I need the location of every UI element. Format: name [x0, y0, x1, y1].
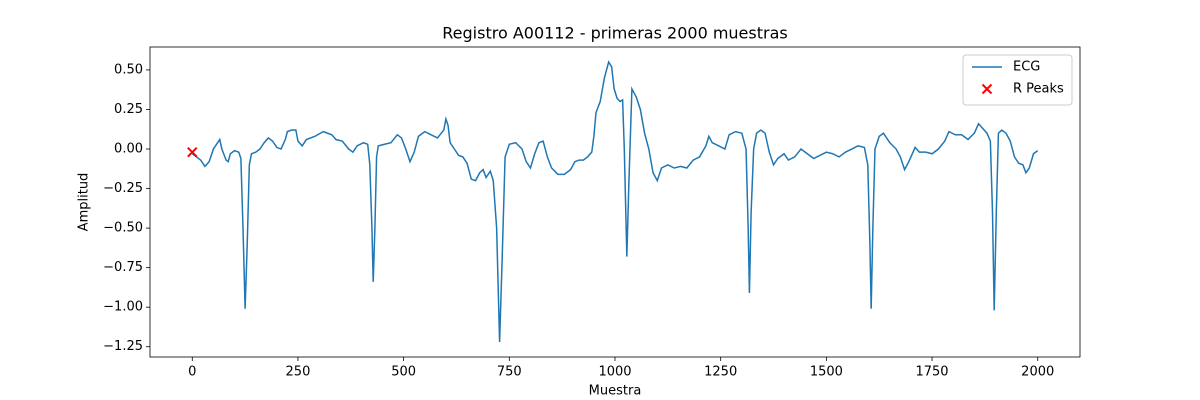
y-tick-label: −0.50	[103, 221, 143, 236]
x-tick-label: 0	[188, 365, 196, 380]
y-tick-label: 0.50	[114, 62, 143, 77]
legend-label: ECG	[1013, 60, 1040, 75]
x-tick-label: 250	[286, 365, 311, 380]
x-tick-label: 1250	[704, 365, 737, 380]
x-tick-label: 2000	[1021, 365, 1054, 380]
legend-label: R Peaks	[1013, 82, 1064, 97]
x-tick-label: 1500	[810, 365, 843, 380]
y-tick-label: 0.25	[114, 102, 143, 117]
y-tick-label: −0.75	[103, 260, 143, 275]
y-tick-label: −1.25	[103, 339, 143, 354]
y-tick-label: 0.00	[114, 142, 143, 157]
x-tick-label: 1750	[915, 365, 948, 380]
x-tick-label: 1000	[598, 365, 631, 380]
r-peak-marker	[187, 146, 198, 158]
chart-title: Registro A00112 - primeras 2000 muestras	[442, 24, 787, 43]
x-axis-label: Muestra	[589, 384, 642, 399]
plot-frame	[149, 46, 1081, 358]
ecg-line	[191, 60, 1039, 342]
x-tick-label: 500	[391, 365, 416, 380]
y-tick-label: −1.00	[103, 300, 143, 315]
legend-marker	[981, 83, 993, 95]
x-tick-label: 750	[497, 365, 522, 380]
y-tick-label: −0.25	[103, 181, 143, 196]
y-axis-label: Amplitud	[77, 173, 92, 232]
